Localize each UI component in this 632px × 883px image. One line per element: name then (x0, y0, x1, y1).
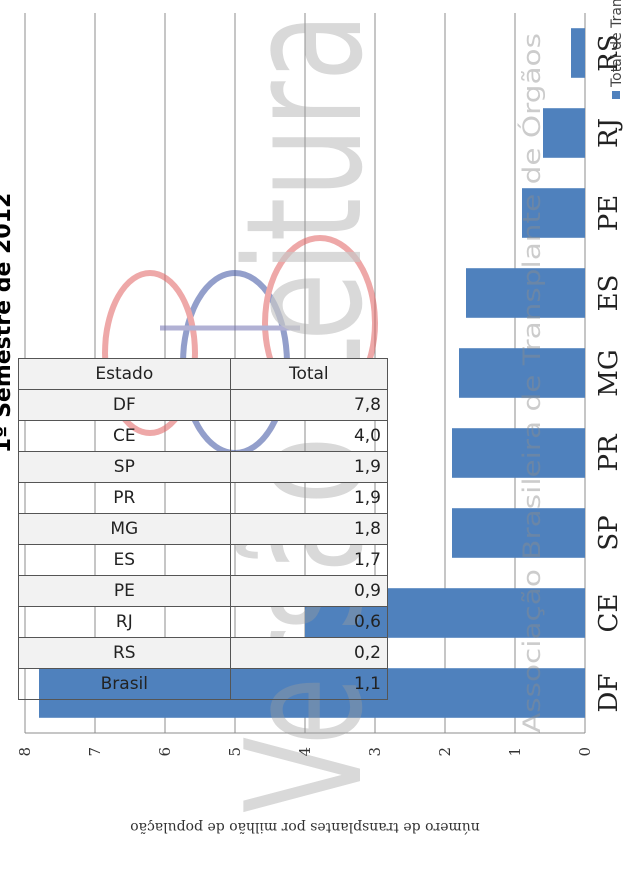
bar-es (466, 268, 585, 318)
table-body: DF 7,8 CE 4,0 SP 1,9 PR 1,9 MG 1,8 ES 1,7 PE 0,9 RJ 0,6… (18, 389, 389, 700)
table-cell-total: 0,9 (229, 575, 389, 607)
bar-sp (452, 508, 585, 558)
bar-pr (452, 428, 585, 478)
table-header: Total (229, 358, 389, 390)
category-label: DF (594, 674, 624, 713)
y-tick-label: 0 (576, 747, 594, 757)
table-row: Brasil 1,1 (18, 668, 389, 700)
data-table: Estado Total DF 7,8 CE 4,0 SP 1,9 PR 1,9 MG 1,8 ES 1… (18, 358, 389, 700)
y-tick-label: 7 (86, 747, 104, 757)
y-tick-labels: 0 1 2 3 4 5 6 7 8 (16, 747, 594, 757)
table-row: MG 1,8 (18, 513, 389, 545)
legend-swatch (612, 91, 620, 99)
category-label: PR (594, 433, 624, 471)
y-tick-label: 5 (226, 747, 244, 757)
table-row: SP 1,9 (18, 451, 389, 483)
bar-rs (571, 28, 585, 78)
table-row: PR 1,9 (18, 482, 389, 514)
table-cell-state: MG (18, 513, 231, 545)
chart-title: 1º Semestre de 2012 (0, 193, 16, 454)
table-cell-total: 0,6 (229, 606, 389, 638)
category-label: SP (594, 515, 624, 550)
table-row: ES 1,7 (18, 544, 389, 576)
table-cell-total: 1,7 (229, 544, 389, 576)
table-row: RJ 0,6 (18, 606, 389, 638)
table-row: CE 4,0 (18, 420, 389, 452)
table-row: PE 0,9 (18, 575, 389, 607)
category-label: PE (594, 195, 624, 231)
bar-rj (543, 108, 585, 158)
category-labels: DF CE SP PR MG ES PE RJ RS (594, 34, 624, 712)
table-cell-total: 1,1 (229, 668, 389, 700)
table-cell-state: PR (18, 482, 231, 514)
table-cell-state: CE (18, 420, 231, 452)
category-label: RS (594, 34, 624, 71)
y-tick-label: 6 (156, 747, 174, 757)
table-cell-state: ES (18, 544, 231, 576)
y-tick-label: 4 (296, 747, 314, 757)
table-cell-state: RS (18, 637, 231, 669)
table-cell-state: PE (18, 575, 231, 607)
category-label: MG (594, 349, 624, 396)
table-cell-total: 1,9 (229, 482, 389, 514)
table-cell-state: SP (18, 451, 231, 483)
table-cell-state: RJ (18, 606, 231, 638)
y-tick-label: 3 (366, 747, 384, 757)
table-header: Estado (18, 358, 231, 390)
y-tick-label: 1 (506, 747, 524, 757)
table-cell-total: 4,0 (229, 420, 389, 452)
bar-pe (522, 188, 585, 238)
watermark-org: Associação Brasileira de Transplante de … (516, 33, 546, 733)
category-label: RJ (594, 118, 624, 148)
table-cell-total: 0,2 (229, 637, 389, 669)
y-axis-label: número de transplantes por milhão de pop… (130, 819, 480, 835)
category-label: ES (594, 275, 624, 312)
table-header-row: Estado Total (18, 358, 389, 390)
bar-mg (459, 348, 585, 398)
table-cell-total: 1,9 (229, 451, 389, 483)
table-row: RS 0,2 (18, 637, 389, 669)
table-cell-total: 1,8 (229, 513, 389, 545)
y-tick-label: 8 (16, 747, 34, 757)
category-label: CE (594, 594, 624, 633)
table-row: DF 7,8 (18, 389, 389, 421)
legend: Total de Transplantes (609, 0, 625, 99)
y-tick-label: 2 (436, 747, 454, 757)
legend-label: Total de Transplantes (609, 0, 625, 88)
table-cell-total: 7,8 (229, 389, 389, 421)
table-cell-state: Brasil (18, 668, 231, 700)
table-cell-state: DF (18, 389, 231, 421)
